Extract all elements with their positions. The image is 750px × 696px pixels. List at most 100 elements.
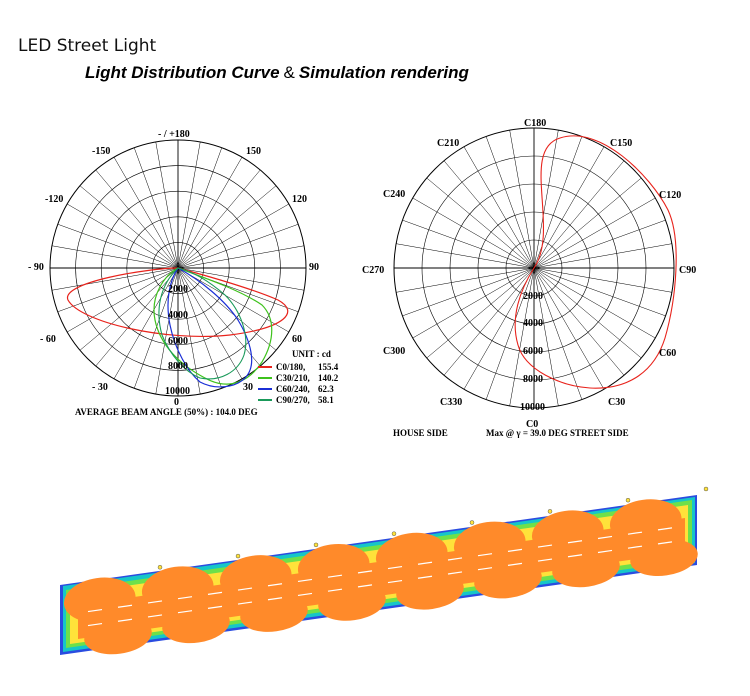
grid-spoke [533,197,656,269]
grid-spoke [67,203,179,269]
lane-dash [237,601,253,605]
left-radial-label: 10000 [165,386,190,397]
grid-spoke [463,146,535,269]
right-radial-labels: 2000 4000 6000 8000 10000 [520,291,545,413]
grid-spoke [509,267,535,406]
right-radial-label: 10000 [520,402,545,413]
subtitle-part1: Light Distribution Curve [85,63,280,82]
grid-spoke [443,160,535,269]
left-polar-chart: - / +180 -150 150 -120 120 - 90 90 - 60 … [28,129,339,417]
left-radial-label: 2000 [168,284,188,295]
grid-spoke [177,169,261,269]
grid-spoke [177,147,223,269]
grid-spoke [533,219,666,269]
grid-spoke [533,267,625,376]
curve-c30-210 [153,267,273,385]
right-angle-label-c270: C270 [362,265,384,276]
lane-dash [417,575,433,579]
grid-spoke [412,197,535,269]
lane-dash [327,574,343,578]
left-radial-label: 8000 [168,361,188,372]
grid-spoke [533,267,642,359]
grid-spoke [463,267,535,390]
lane-dash [177,596,193,600]
lane-dash [627,545,643,549]
grid-spoke [533,130,559,269]
light-pole-marker [547,509,553,514]
grid-spoke [113,267,179,379]
left-angle-label-p120: 120 [292,194,307,205]
lane-dash [357,570,373,574]
right-angle-label-c0: C0 [526,419,538,430]
grid-spoke [133,147,179,269]
beam-angle-text: AVERAGE BEAM ANGLE (50%) : 104.0 DEG [75,407,258,417]
right-angle-label-c150: C150 [610,138,632,149]
grid-spoke [396,243,535,269]
grid-spoke [177,267,223,389]
legend-value-c90: 58.1 [318,395,334,405]
grid-spoke [177,267,277,351]
lane-dash [447,571,463,575]
legend-value-c60: 62.3 [318,384,334,394]
legend-value-c0: 155.4 [318,362,339,372]
left-polar-grid [49,139,307,397]
grid-spoke [177,267,261,367]
lane-dash [117,604,133,608]
subtitle-part2: Simulation rendering [298,63,469,82]
lane-dash [207,605,223,609]
lane-dash [297,592,313,597]
lane-dash [267,597,283,601]
lane-dash [327,588,343,592]
lane-dash [477,553,493,557]
left-radial-label: 6000 [168,336,188,347]
right-angle-label-c330: C330 [440,397,462,408]
grid-spoke [155,141,179,269]
lane-dash [177,610,193,614]
simulation-core [78,518,685,639]
diagram-subtitle: Light Distribution Curve & Simulation rend… [85,63,469,83]
lane-dash [117,618,133,622]
right-angle-label-c120: C120 [659,190,681,201]
left-curves [67,267,289,388]
light-pole-marker [625,497,631,503]
left-angle-label-n60: - 60 [40,334,56,345]
lane-dash [507,548,523,552]
light-pole-marker [391,531,397,536]
grid-spoke [426,267,535,359]
light-pole-marker [469,520,475,525]
right-polar-chart: C180 C150 C120 C90 C60 C30 C0 C330 C300 … [362,118,696,438]
left-angle-label-p150: 150 [246,146,261,157]
light-pole-marker [313,542,319,548]
light-pole-marker [157,564,163,570]
grid-spoke [95,169,179,269]
lane-dash [657,527,673,531]
lane-dash [627,531,643,535]
curve-c90-270 [158,267,247,380]
grid-spoke [509,130,535,269]
lane-dash [357,584,373,588]
max-street-side-label: Max @ γ = 39.0 DEG STREET SIDE [486,428,629,438]
right-polar-grid [393,127,675,409]
lane-dash [267,583,283,587]
left-angle-label-n90: - 90 [28,262,44,273]
right-angle-label-c300: C300 [383,346,405,357]
legend-value-c30: 140.2 [318,373,339,383]
right-radial-label: 8000 [523,374,543,385]
lane-dash [387,565,403,570]
grid-spoke [113,157,179,269]
curve-c0-180 [67,267,289,338]
simulation-rendering [60,486,709,655]
left-radial-label: 4000 [168,310,188,321]
grid-spoke [67,267,179,333]
lane-dash [297,578,313,583]
grid-spoke [155,267,179,395]
grid-spoke [177,267,243,379]
right-angle-label-c210: C210 [437,138,459,149]
curve-c60-240 [167,267,253,388]
right-angle-label-c240: C240 [383,189,405,200]
product-title: LED Street Light [18,36,157,56]
left-angle-label-n150: -150 [92,146,110,157]
lane-dash [387,579,403,584]
left-angle-label-n120: -120 [45,194,63,205]
